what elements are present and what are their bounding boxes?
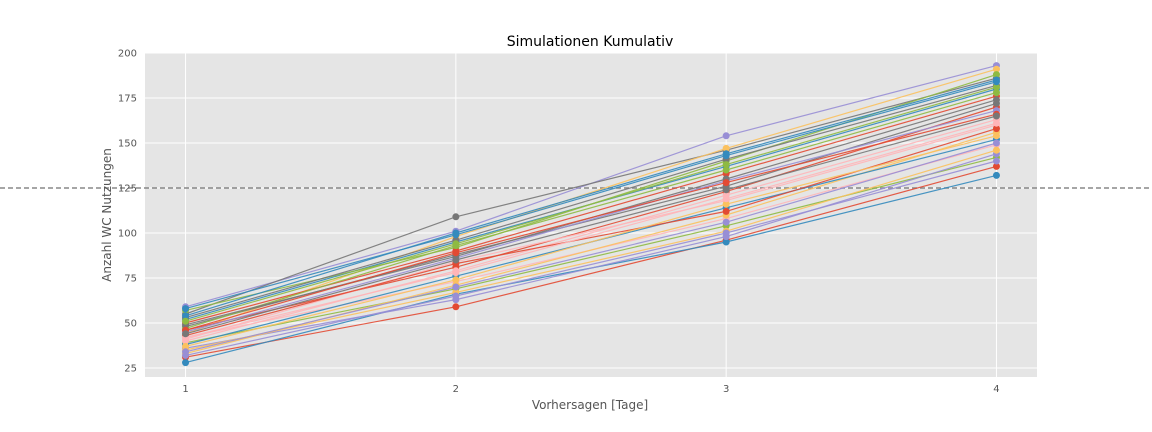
data-point: [722, 238, 730, 246]
series-line: [185, 124, 997, 340]
data-point: [452, 231, 460, 239]
data-point: [182, 342, 190, 350]
series-line: [185, 113, 997, 331]
data-point: [182, 312, 190, 320]
series-line: [185, 149, 997, 351]
x-tick-label: 2: [453, 384, 459, 395]
data-point: [452, 213, 460, 221]
y-tick-label: 50: [124, 319, 137, 330]
series-27: [182, 83, 1000, 325]
data-point: [992, 119, 1000, 127]
data-point: [992, 83, 1000, 91]
series-28: [182, 119, 1000, 341]
data-point: [722, 144, 730, 152]
x-tick-label: 4: [993, 384, 999, 395]
x-tick-labels: 1 2 3 4: [182, 384, 999, 395]
series-line: [185, 106, 997, 331]
data-point: [992, 96, 1000, 104]
series-line: [185, 84, 997, 319]
y-tick-label: 125: [118, 184, 137, 195]
data-point: [722, 179, 730, 187]
x-tick-label: 3: [723, 384, 729, 395]
data-point: [722, 207, 730, 215]
data-point: [452, 249, 460, 257]
data-point: [452, 269, 460, 277]
data-point: [992, 112, 1000, 120]
data-point: [452, 292, 460, 300]
series-line: [185, 79, 997, 317]
y-tick-labels: 25 50 75 100 125 150 175 200: [118, 49, 137, 375]
data-point: [182, 305, 190, 313]
series-line: [185, 142, 997, 353]
series-26: [182, 132, 1000, 350]
data-point: [992, 132, 1000, 140]
series-30: [182, 78, 1000, 313]
series-line: [185, 119, 997, 342]
data-point: [182, 359, 190, 367]
data-point: [182, 317, 190, 325]
series-31: [182, 139, 1000, 356]
x-axis-label: Vorhersagen [Tage]: [532, 398, 648, 412]
series-line: [185, 135, 997, 347]
data-point: [722, 152, 730, 160]
data-point: [452, 283, 460, 291]
series-line: [185, 92, 997, 329]
series-group: [182, 62, 1000, 367]
data-point: [992, 65, 1000, 73]
data-point: [722, 200, 730, 208]
series-line: [185, 68, 997, 335]
series-line: [185, 160, 997, 356]
data-point: [722, 229, 730, 237]
data-point: [992, 162, 1000, 170]
data-point: [992, 171, 1000, 179]
data-point: [722, 186, 730, 194]
y-tick-label: 25: [124, 364, 137, 375]
data-point: [992, 89, 1000, 97]
y-tick-label: 75: [124, 274, 137, 285]
y-axis-label: Anzahl WC Nutzungen: [100, 148, 114, 282]
series-32: [182, 112, 1000, 338]
series-line: [185, 81, 997, 310]
series-line: [185, 153, 997, 349]
data-point: [452, 256, 460, 264]
series-line: [185, 165, 997, 358]
data-point: [722, 218, 730, 226]
series-line: [185, 77, 997, 315]
data-point: [992, 125, 1000, 133]
data-point: [452, 240, 460, 248]
data-point: [722, 161, 730, 169]
data-point: [992, 146, 1000, 154]
plot-area: [145, 53, 1037, 377]
series-line: [185, 110, 997, 333]
y-tick-label: 175: [118, 94, 137, 105]
series-line: [185, 122, 997, 338]
data-point: [722, 166, 730, 174]
data-point: [452, 303, 460, 311]
series-line: [185, 115, 997, 335]
data-point: [182, 330, 190, 338]
data-point: [452, 276, 460, 284]
chart-title: Simulationen Kumulativ: [507, 34, 674, 50]
x-tick-label: 1: [182, 384, 188, 395]
series-line: [185, 156, 997, 344]
data-point: [722, 132, 730, 140]
data-point: [992, 78, 1000, 86]
data-point: [182, 348, 190, 356]
y-tick-label: 150: [118, 139, 137, 150]
y-tick-label: 100: [118, 229, 137, 240]
data-point: [992, 157, 1000, 165]
data-point: [992, 71, 1000, 79]
y-tick-label: 200: [118, 49, 137, 60]
data-point: [722, 195, 730, 203]
series-line: [185, 86, 997, 322]
data-point: [992, 139, 1000, 147]
